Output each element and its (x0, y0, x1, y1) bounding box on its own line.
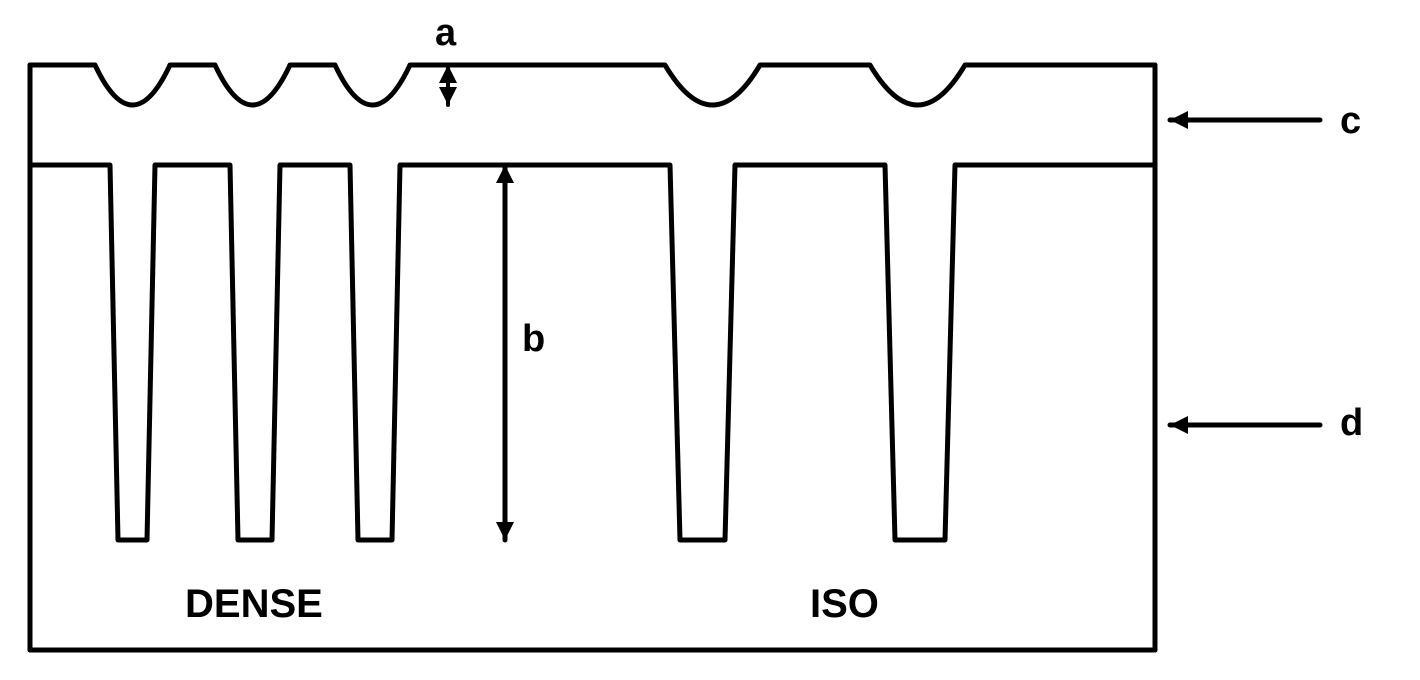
label-a: a (435, 12, 456, 55)
label-d: d (1340, 402, 1363, 445)
label-b: b (522, 318, 545, 361)
label-c: c (1340, 100, 1361, 143)
region-label-dense: DENSE (185, 582, 323, 627)
region-label-iso: ISO (810, 582, 879, 627)
cross-section-diagram (0, 0, 1420, 680)
